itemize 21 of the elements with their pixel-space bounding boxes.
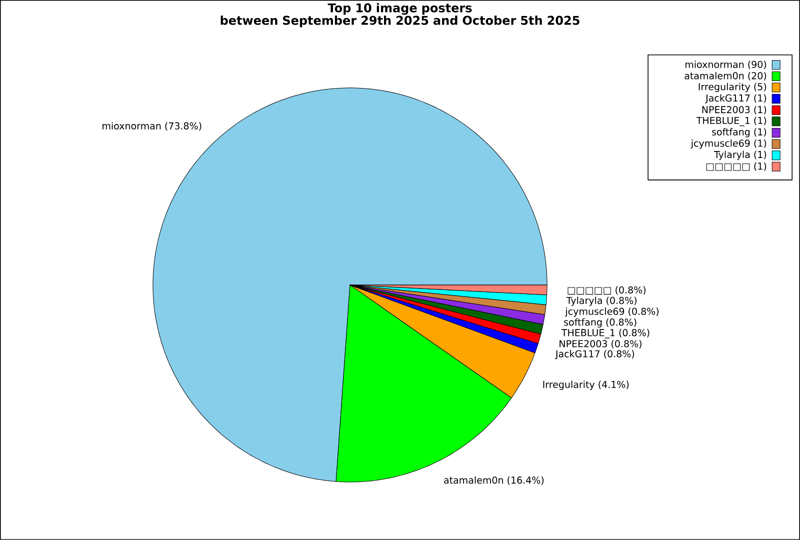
legend-label: Tylaryla (1) bbox=[714, 150, 766, 160]
legend-label: mioxnorman (90) bbox=[686, 60, 766, 70]
legend-label: jcymuscle69 (1) bbox=[690, 139, 766, 149]
chart-title: Top 10 image posters between September 29th 2025 and October 5th 2025 bbox=[220, 3, 580, 28]
data-label: □□□□□ (0.8%) bbox=[568, 286, 646, 295]
legend-label: atamalem0n (20) bbox=[684, 72, 766, 80]
data-label: Tylaryla (0.8%) bbox=[566, 296, 636, 306]
data-label: Irregularity (4.1%) bbox=[543, 380, 629, 390]
data-label: jcymuscle69 (0.8%) bbox=[565, 308, 658, 317]
legend-label: Irregularity (5) bbox=[698, 82, 766, 92]
data-label: JackG117 (0.8%) bbox=[554, 350, 634, 360]
legend-label: THEBLUE_1 (1) bbox=[696, 116, 766, 126]
legend-label: JackG117 (1) bbox=[705, 94, 766, 104]
data-label: atamalem0n (16.4%) bbox=[444, 476, 544, 485]
legend-label: □□□□□ (1) bbox=[706, 162, 766, 171]
data-label: softfang (0.8%) bbox=[564, 318, 636, 328]
legend-label: NPEE2003 (1) bbox=[702, 106, 766, 114]
data-label: THEBLUE_1 (0.8%) bbox=[561, 328, 650, 338]
legend-label: softfang (1) bbox=[712, 128, 766, 138]
data-label: NPEE2003 (0.8%) bbox=[560, 340, 642, 348]
data-label: mioxnorman (73.8%) bbox=[102, 122, 202, 131]
